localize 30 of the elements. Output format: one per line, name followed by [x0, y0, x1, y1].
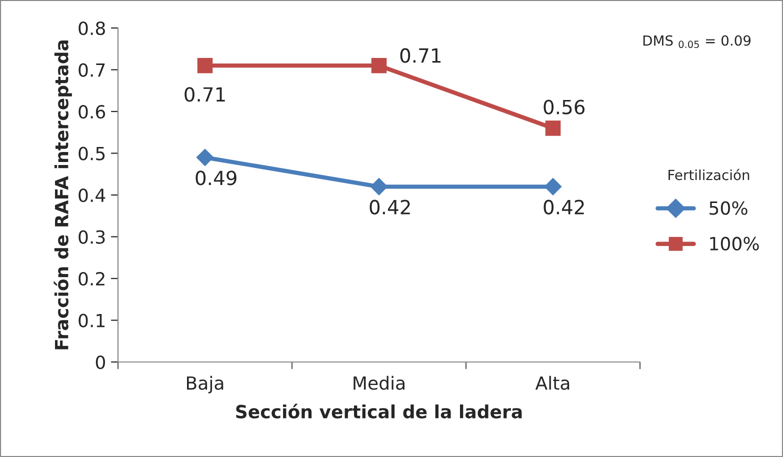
y-tick-label: 0.3 [78, 230, 105, 244]
y-axis-title: Fracción de RAFA interceptada [54, 40, 72, 350]
point [371, 58, 387, 74]
point [370, 178, 388, 196]
y-tick-label: 0.2 [78, 272, 104, 286]
legend-title: Fertilización [668, 168, 750, 180]
y-tick-label: 0.1 [78, 314, 105, 328]
y-tick-label: 0.7 [78, 63, 105, 77]
data-label: 0.49 [196, 170, 236, 186]
data-label: 0.71 [184, 87, 225, 102]
point [196, 148, 214, 166]
y-tick-label: 0.5 [78, 146, 105, 160]
point [544, 178, 562, 196]
legend-label: 50% [710, 201, 748, 215]
x-tick-label: Alta [535, 376, 570, 390]
point [545, 120, 561, 136]
data-label: 0.71 [400, 48, 441, 63]
y-tick-label: 0.6 [78, 104, 106, 119]
y-tick-label: 0 [96, 355, 105, 370]
data-label: 0.42 [370, 200, 410, 215]
y-tick-label: 0.4 [78, 188, 106, 202]
data-label: 0.56 [544, 100, 585, 114]
data-label: 0.42 [544, 200, 584, 215]
point [197, 58, 213, 74]
y-tick-label: 0.8 [78, 21, 105, 36]
text: DMS $_{0.05}$ = 0.09 [643, 35, 751, 48]
x-tick-label: Baja [187, 376, 224, 394]
legend-label: 100% [710, 236, 759, 250]
x-tick-label: Media [354, 376, 404, 390]
x-axis-title: Sección vertical de la ladera [236, 404, 522, 418]
